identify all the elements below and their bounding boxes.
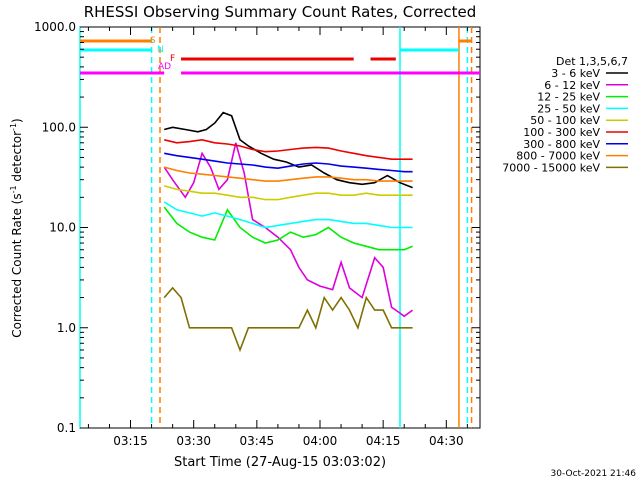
y-tick-label: 0.1 (57, 421, 76, 435)
series-line (163, 201, 413, 229)
plot-area (79, 26, 481, 429)
legend-label: 25 - 50 keV (537, 102, 600, 115)
x-tick-label: 03:45 (240, 434, 275, 448)
y-tick-label: 1.0 (57, 321, 76, 335)
legend-label: 12 - 25 keV (537, 91, 600, 104)
legend-label: 50 - 100 keV (530, 114, 600, 127)
y-axis-label-sup1: -1 (9, 185, 18, 193)
y-tick-label: 100.0 (42, 120, 76, 134)
x-tick-label: 03:30 (176, 434, 211, 448)
y-axis-label-end: ) (10, 118, 24, 123)
series-line (163, 111, 413, 189)
series-lines (163, 111, 414, 353)
axes: 0.1 1.0 10.0 100.0 1000.0 03:15 03:30 03:45 04:0… (34, 20, 480, 448)
y-axis-label-main: Corrected Count Rate (s (10, 193, 24, 337)
flag-label: AD (158, 62, 171, 72)
flag-label: F (170, 54, 175, 64)
series-line (163, 286, 413, 353)
legend-label: 100 - 300 keV (523, 126, 600, 139)
legend-label: 7000 - 15000 keV (502, 161, 600, 174)
flag-label: N (157, 45, 164, 55)
x-tick-label: 03:15 (113, 434, 148, 448)
legend-title: Det 1,3,5,6,7 (556, 55, 628, 68)
plot-frame (79, 26, 481, 429)
svg-text:Corrected Count Rate (s-1 dete: Corrected Count Rate (s-1 detector-1) (9, 118, 24, 337)
legend-label: 6 - 12 keV (544, 79, 600, 92)
footer-timestamp: 30-Oct-2021 21:46 (551, 469, 637, 479)
series-line (163, 166, 413, 182)
series-line (163, 206, 413, 251)
legend-label: 300 - 800 keV (523, 138, 600, 151)
vertical-markers (79, 27, 473, 428)
x-axis-label: Start Time (27-Aug-15 03:03:02) (174, 455, 386, 470)
legend-label: 3 - 6 keV (551, 67, 600, 80)
series-line (164, 152, 413, 173)
chart-title: RHESSI Observing Summary Count Rates, Co… (84, 3, 477, 21)
y-tick-label: 1000.0 (34, 20, 76, 34)
series-line (163, 185, 413, 201)
y-axis-label-sup2: -1 (9, 123, 18, 131)
legend-label: 800 - 7000 keV (516, 150, 600, 163)
flag-label: S (150, 36, 156, 46)
series-line (163, 142, 414, 318)
x-tick-label: 04:30 (429, 434, 464, 448)
y-axis-label: Corrected Count Rate (s-1 detector-1) (9, 118, 24, 337)
y-tick-label: 10.0 (49, 221, 76, 235)
y-axis-label-mid: detector (10, 131, 24, 186)
x-tick-label: 04:00 (303, 434, 338, 448)
series-line (164, 138, 413, 160)
x-tick-label: 04:15 (366, 434, 401, 448)
